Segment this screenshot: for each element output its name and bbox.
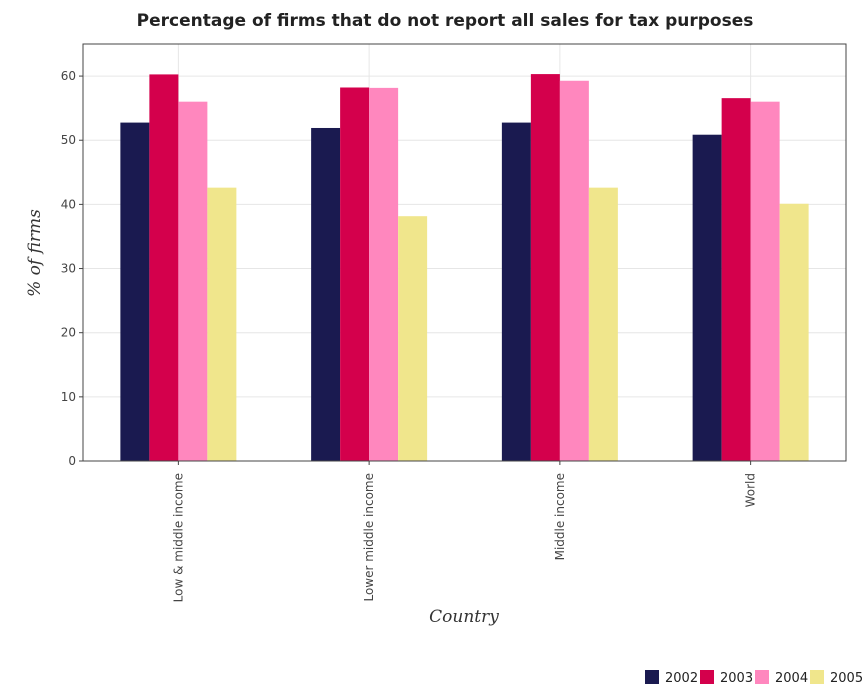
bar-2003-2 (530, 74, 560, 462)
bar-2002-2 (501, 122, 531, 461)
bar-2005-1 (398, 216, 428, 461)
y-tick-label: 40 (61, 197, 76, 211)
bar-2004-1 (369, 87, 399, 462)
legend-label: 2004 (775, 671, 808, 686)
bars (120, 74, 809, 462)
x-tick-label: Lower middle income (362, 473, 376, 602)
legend-swatch (755, 670, 769, 684)
bar-2003-1 (340, 87, 370, 461)
plot-frame (82, 43, 847, 462)
bar-2004-3 (750, 101, 780, 461)
y-tick-label: 60 (61, 69, 76, 83)
y-tick-label: 20 (61, 326, 76, 340)
legend-label: 2002 (665, 671, 698, 686)
bar-2002-3 (692, 134, 722, 461)
x-tick-labels: Low & middle income Lower middle income Mi… (171, 461, 758, 602)
bar-2005-2 (588, 187, 618, 462)
legend-swatch (700, 670, 714, 684)
bar-2005-3 (779, 203, 809, 461)
y-tick-labels: 0 10 20 30 40 50 60 (61, 69, 83, 468)
bar-2003-0 (149, 74, 179, 461)
bar-2003-3 (721, 98, 751, 461)
legend-label: 2005 (830, 671, 863, 686)
bar-2002-0 (120, 122, 150, 461)
bar-2004-2 (559, 80, 589, 461)
legend-swatch (645, 670, 659, 684)
legend-swatch (810, 670, 824, 684)
y-tick-label: 10 (61, 390, 76, 404)
x-tick-label: World (744, 473, 758, 507)
y-tick-label: 0 (68, 454, 76, 468)
bar-2005-0 (207, 187, 237, 462)
x-axis-label: Country (429, 607, 499, 627)
chart-title: Percentage of firms that do not report a… (137, 11, 754, 31)
y-tick-label: 30 (61, 262, 76, 276)
x-tick-label: Low & middle income (171, 473, 185, 602)
bar-2002-1 (311, 127, 341, 461)
x-tick-label: Middle income (553, 473, 567, 560)
legend-label: 2003 (720, 671, 753, 686)
y-axis-label: % of firms (25, 209, 45, 297)
legend: 2002 2003 2004 2005 (645, 670, 863, 686)
y-tick-label: 50 (61, 133, 76, 147)
bar-2004-0 (178, 101, 208, 461)
